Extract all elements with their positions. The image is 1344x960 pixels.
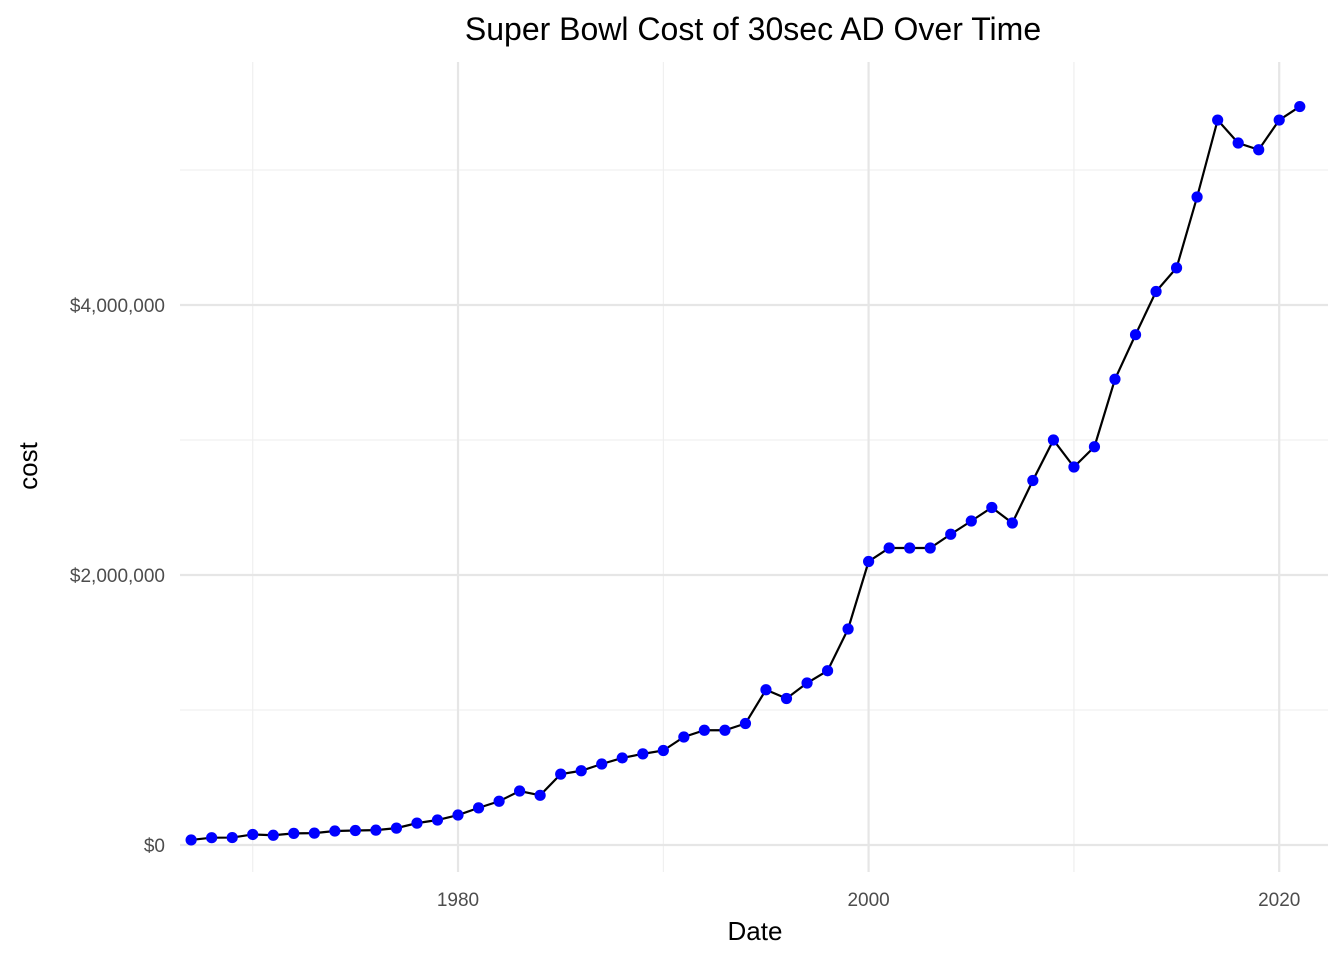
data-point [472, 802, 485, 814]
grid-lines [180, 62, 1328, 872]
data-point [986, 501, 998, 514]
data-point [1253, 144, 1265, 156]
data-point [596, 758, 608, 770]
data-point [1212, 114, 1224, 126]
data-point [431, 814, 444, 826]
data-point [616, 752, 628, 764]
data-point [1191, 191, 1203, 203]
data-point [1006, 517, 1018, 529]
data-point [883, 542, 895, 554]
data-point [1109, 373, 1121, 385]
data-point [206, 832, 218, 844]
y-axis-ticks: $0 $2,000,000 $4,000,000 [70, 296, 165, 857]
data-point [370, 824, 382, 836]
data-point [904, 542, 916, 554]
y-tick-label: $0 [144, 836, 165, 857]
data-point [329, 825, 341, 837]
data-point [1088, 441, 1101, 453]
data-point [349, 824, 361, 837]
y-tick-label: $2,000,000 [70, 566, 165, 587]
data-point [863, 555, 875, 568]
data-point [924, 542, 936, 554]
data-point [185, 834, 197, 846]
data-point [760, 684, 772, 696]
data-point [801, 677, 813, 689]
data-point [308, 827, 320, 839]
series-line [191, 105, 1301, 842]
data-point [452, 809, 464, 821]
data-point [267, 829, 279, 841]
data-point [1150, 285, 1162, 298]
data-point [698, 724, 710, 736]
data-point [965, 515, 977, 527]
data-point [821, 665, 834, 677]
x-tick-label: 1980 [437, 890, 479, 911]
data-point [226, 831, 238, 844]
data-point [1129, 329, 1142, 341]
data-point [780, 692, 793, 705]
data-point [1027, 474, 1039, 487]
x-tick-label: 2020 [1258, 890, 1300, 911]
data-point [493, 795, 505, 807]
data-point [288, 827, 300, 839]
data-point [719, 724, 731, 736]
data-point [739, 717, 752, 730]
data-point [514, 785, 526, 797]
data-point [1232, 137, 1244, 149]
data-points [185, 100, 1306, 846]
data-point [575, 765, 587, 777]
data-point [1294, 100, 1306, 113]
data-point [657, 744, 669, 757]
data-point [678, 731, 690, 743]
data-point [842, 623, 854, 635]
data-point [534, 789, 546, 801]
data-point [411, 817, 423, 829]
data-point [390, 822, 403, 834]
y-tick-label: $4,000,000 [70, 296, 165, 317]
data-point [555, 768, 567, 780]
x-tick-label: 2000 [847, 890, 889, 911]
data-point [1047, 434, 1060, 446]
data-point [1068, 461, 1080, 473]
data-point [1273, 114, 1285, 126]
data-point [1170, 262, 1183, 274]
data-point [247, 828, 259, 841]
x-axis-ticks: 1980 2000 2020 [437, 890, 1300, 911]
x-axis-title: Date [728, 916, 783, 946]
data-point [637, 748, 649, 760]
chart-title: Super Bowl Cost of 30sec AD Over Time [465, 11, 1041, 47]
y-axis-title: cost [13, 441, 43, 489]
data-point [945, 528, 957, 540]
